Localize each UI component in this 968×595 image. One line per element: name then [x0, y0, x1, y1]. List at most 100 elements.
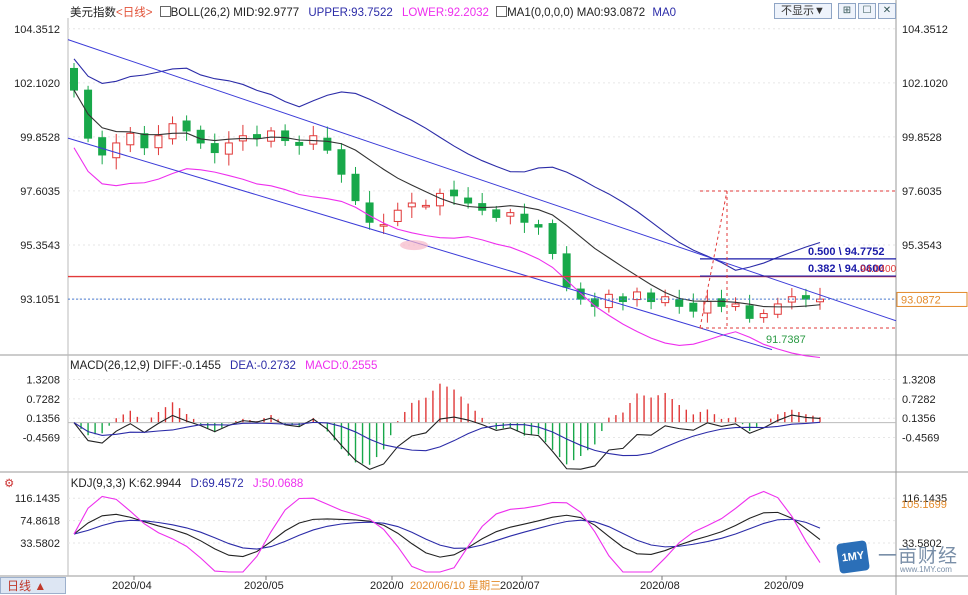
candle-body	[379, 224, 388, 227]
candle-body	[731, 303, 740, 308]
macd-tick-right: 0.1356	[902, 413, 936, 425]
price-tick-left: 99.8528	[20, 132, 60, 144]
macd-diff: DIFF:-0.1455	[153, 360, 221, 372]
candle-body	[506, 212, 515, 217]
price-tick-right: 99.8528	[902, 132, 942, 144]
candle-body	[252, 134, 261, 139]
candle-body	[464, 197, 473, 204]
boll-mid-line	[73, 89, 821, 308]
candle-body	[801, 295, 810, 300]
kdj-j: J:50.0688	[252, 478, 304, 490]
kdj-tick-left: 116.1435	[15, 493, 60, 505]
candle-body	[421, 204, 430, 208]
candle-body	[224, 142, 233, 155]
macd-label: MACD(26,12,9)	[70, 360, 150, 372]
candle-body	[98, 137, 107, 156]
macd-tick-left: 0.1356	[26, 413, 60, 425]
kdj-k-line	[73, 511, 821, 558]
ma0-value: MA0:93.0872	[576, 7, 646, 19]
candle-body	[759, 313, 768, 319]
resistance-label: 94.0400	[860, 264, 897, 275]
macd-dea-line	[73, 421, 821, 457]
candle-body	[675, 299, 684, 307]
window-restore-icon[interactable]: ☐	[858, 3, 876, 19]
candle-body	[450, 189, 459, 197]
price-tick-left: 104.3512	[14, 24, 60, 36]
crosshair-date: 2020/06/10 星期三	[410, 579, 501, 592]
price-tick-left: 93.1051	[20, 294, 60, 306]
price-tick-right: 104.3512	[902, 24, 948, 36]
macd-header: MACD(26,12,9) DIFF:-0.1455 DEA:-0.2732 M…	[70, 360, 377, 372]
fib-0500-label: 0.500 \ 94.7752	[808, 246, 884, 258]
candle-body	[182, 120, 191, 132]
macd-tick-right: -0.4569	[902, 433, 939, 445]
kdj-k: K:62.9944	[128, 478, 182, 490]
candle-body	[154, 135, 163, 149]
macd-value: MACD:0.2555	[305, 360, 378, 372]
brand-logo: 1MY 一亩财经 www.1MY.com	[836, 540, 959, 576]
macd-tick-right: 0.7282	[902, 394, 936, 406]
low-label: 91.7387	[766, 334, 806, 346]
candle-body	[267, 130, 276, 142]
highlight-ellipse	[400, 240, 428, 251]
x-axis-label: 2020/05	[244, 580, 284, 592]
kdj-settings-icon[interactable]: ⚙	[4, 478, 15, 490]
ma0-short: MA0	[652, 7, 677, 19]
logo-mark-icon: 1MY	[836, 540, 870, 574]
candle-body	[126, 132, 135, 146]
macd-panel	[68, 383, 896, 470]
candle-body	[562, 253, 571, 288]
kdj-d: D:69.4572	[190, 478, 244, 490]
price-tick-left: 97.6035	[20, 186, 60, 198]
macd-tick-left: -0.4569	[23, 433, 60, 445]
boll-lower-line	[73, 147, 821, 359]
instrument-name: 美元指数	[70, 7, 116, 19]
boll-upper-line	[73, 58, 821, 271]
candle-body	[717, 298, 726, 307]
ma-toggle-icon[interactable]	[496, 6, 508, 17]
boll-toggle-icon[interactable]	[159, 6, 171, 17]
window-tile-icon[interactable]: ⊞	[838, 3, 856, 19]
candle-body	[689, 302, 698, 312]
current-price-label: 93.0872	[901, 294, 941, 306]
fib-diagonal	[699, 190, 728, 329]
kdj-tick-right: 33.5802	[902, 538, 942, 550]
candle-body	[633, 291, 642, 301]
period-selector[interactable]: 日线 ▲	[0, 577, 66, 594]
price-tick-right: 95.3543	[902, 240, 942, 252]
window-close-icon[interactable]: ✕	[878, 3, 896, 19]
candle-body	[337, 149, 346, 175]
candle-body	[281, 130, 290, 142]
kdj-label: KDJ(9,3,3)	[70, 478, 126, 490]
price-tick-right: 102.1020	[902, 78, 948, 90]
kdj-j-current: 105.1699	[901, 499, 947, 511]
candle-body	[745, 305, 754, 319]
kdj-tick-left: 74.8618	[20, 516, 60, 528]
price-tick-left: 95.3543	[20, 240, 60, 252]
candle-body	[492, 209, 501, 218]
logo-name: 一亩财经	[878, 546, 959, 567]
price-tick-left: 102.1020	[14, 78, 60, 90]
boll-mid: MID:92.9777	[233, 7, 300, 19]
candle-body	[407, 202, 416, 208]
candle-body	[168, 123, 177, 140]
kdj-tick-right: 116.1435	[902, 493, 947, 505]
hide-dropdown[interactable]: 不显示▼	[774, 3, 832, 19]
candle-body	[618, 296, 627, 303]
x-axis-label: 2020/04	[112, 580, 152, 592]
fib-0382-label: 0.382 \ 94.0600	[808, 263, 884, 275]
candle-body	[140, 133, 149, 149]
candle-body	[196, 129, 205, 144]
candle-body	[393, 209, 402, 222]
ma-label: MA1(0,0,0,0)	[507, 7, 574, 19]
candle-body	[295, 141, 304, 146]
x-axis-label: 2020/07	[500, 580, 540, 592]
channel-upper	[67, 39, 897, 322]
candle-body	[773, 303, 782, 315]
macd-tick-left: 0.7282	[26, 394, 60, 406]
candle-body	[647, 292, 656, 303]
x-axis-label: 2020/08	[640, 580, 680, 592]
